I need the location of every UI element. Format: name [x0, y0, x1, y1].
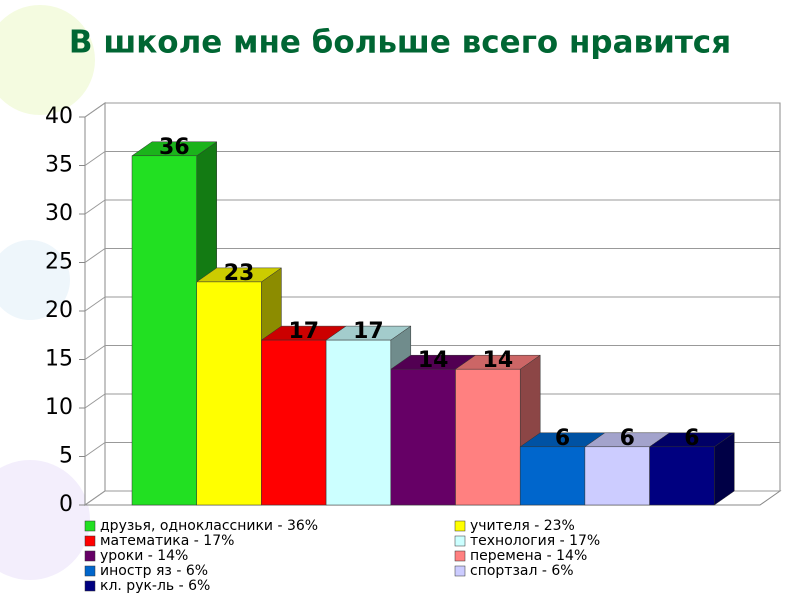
decoration — [0, 5, 95, 115]
decoration — [0, 240, 70, 320]
data-label: 6 — [684, 426, 699, 451]
legend-label: учителя - 23% — [470, 518, 575, 534]
legend-swatch — [84, 565, 96, 577]
y-tick-label: 20 — [45, 298, 73, 323]
y-tick-label: 40 — [45, 104, 73, 129]
decoration — [0, 460, 90, 580]
legend-label: перемена - 14% — [470, 548, 587, 564]
chart-title: В школе мне больше всего нравится — [69, 25, 731, 61]
legend-label: технология - 17% — [470, 533, 600, 549]
bar — [261, 339, 327, 506]
grid-line-side — [84, 296, 106, 312]
legend-label: уроки - 14% — [100, 548, 188, 564]
legend-swatch — [84, 580, 96, 592]
grid-line-side — [84, 248, 106, 263]
legend-label: иностр яз - 6% — [100, 563, 208, 579]
grid-line-side — [84, 442, 106, 457]
data-label: 6 — [555, 426, 570, 451]
bar — [196, 281, 262, 506]
bar — [455, 368, 521, 506]
grid-line-side — [84, 151, 106, 166]
data-label: 6 — [620, 426, 635, 451]
y-tick-label: 30 — [45, 201, 73, 226]
grid-line-side — [84, 102, 106, 118]
legend-label: спортзал - 6% — [470, 563, 574, 579]
data-label: 17 — [288, 319, 319, 344]
grid-line-side — [84, 393, 106, 409]
legend-swatch — [454, 535, 466, 547]
legend-label: друзья, одноклассники - 36% — [100, 518, 318, 534]
y-tick-label: 0 — [59, 492, 73, 517]
bar — [390, 368, 456, 506]
legend-label: кл. рук-ль - 6% — [100, 578, 210, 594]
grid-line-side — [84, 199, 106, 215]
y-tick-label: 15 — [45, 347, 73, 372]
data-label: 36 — [159, 135, 190, 160]
y-tick-label: 5 — [59, 444, 73, 469]
legend-swatch — [84, 550, 96, 562]
data-label: 17 — [353, 319, 384, 344]
data-label: 14 — [418, 348, 449, 373]
bar — [131, 155, 197, 506]
bar — [584, 446, 650, 506]
legend-swatch — [454, 550, 466, 562]
bar — [649, 446, 715, 506]
legend-label: математика - 17% — [100, 533, 234, 549]
y-tick-label: 35 — [45, 153, 73, 178]
grid-line-side — [84, 490, 106, 506]
bar — [519, 446, 586, 506]
y-tick-label: 25 — [45, 250, 73, 275]
data-label: 23 — [224, 261, 255, 286]
bar — [325, 339, 392, 506]
grid-line-side — [84, 345, 106, 360]
y-tick-label: 10 — [45, 395, 73, 420]
legend-swatch — [84, 520, 96, 532]
data-label: 14 — [483, 348, 514, 373]
legend-swatch — [454, 565, 466, 577]
legend-swatch — [454, 520, 466, 532]
legend-swatch — [84, 535, 96, 547]
